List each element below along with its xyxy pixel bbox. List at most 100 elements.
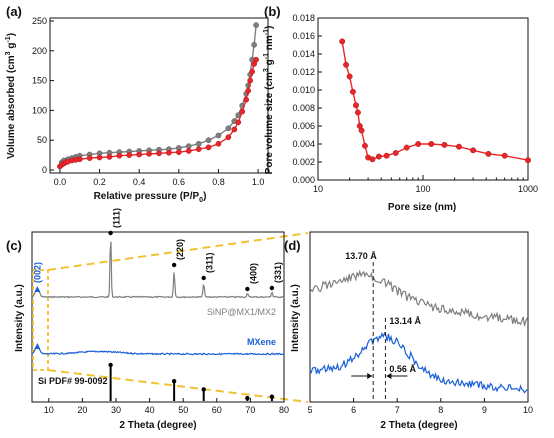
panel-a-x-ticks: 0.0 0.2 0.4 0.6 0.8 1.0 xyxy=(54,169,265,187)
series-point-1 xyxy=(195,146,202,153)
series-point-1 xyxy=(253,56,259,63)
si-peak-marker xyxy=(108,230,113,236)
panel-d-ylabel: Intensity (a.u.) xyxy=(290,284,301,352)
panel-a-y-ticks: 0 50 100 150 200 250 xyxy=(32,16,54,175)
x-tick-label: 30 xyxy=(111,405,121,415)
series-point-1 xyxy=(175,149,182,155)
y-tick-label: 0 xyxy=(42,165,47,175)
pdf-stick-cap xyxy=(171,379,177,384)
series-point-1 xyxy=(231,126,238,133)
x-tick-label: 6 xyxy=(351,405,356,415)
y-tick-label: 0.006 xyxy=(292,121,315,131)
peak-label: (111) xyxy=(112,208,122,228)
panel-b-xlabel: Pore size (nm) xyxy=(388,202,456,213)
series-point-1 xyxy=(136,151,143,158)
y-tick-label: 0.012 xyxy=(292,67,315,77)
x-tick-label: 50 xyxy=(178,405,188,415)
series-point-0 xyxy=(403,144,410,151)
series-point-1 xyxy=(156,150,162,157)
series-point-1 xyxy=(249,68,255,75)
sinp-mx-trace-zoom xyxy=(309,269,528,326)
x-tick-label: 9 xyxy=(482,405,487,415)
y-tick-label: 0.016 xyxy=(292,31,315,41)
series-point-1 xyxy=(76,156,83,163)
series-point-1 xyxy=(235,119,242,126)
series-point-1 xyxy=(185,148,192,154)
series-point-1 xyxy=(146,151,152,157)
series-point-0 xyxy=(205,137,212,144)
mxene-peak-marker xyxy=(34,343,41,349)
si-peak-marker xyxy=(269,285,275,291)
series-point-1 xyxy=(247,77,254,84)
series-point-0 xyxy=(375,153,382,160)
y-tick-label: 250 xyxy=(32,16,47,26)
x-tick-label: 0.4 xyxy=(133,177,146,187)
mxene-trace xyxy=(31,346,285,356)
panel-d-frame xyxy=(309,231,529,403)
series-point-0 xyxy=(392,150,399,156)
series-point-0 xyxy=(215,132,222,139)
peak-label: (331) xyxy=(273,262,283,283)
x-tick-label: 8 xyxy=(438,405,443,415)
x-tick-label: 7 xyxy=(395,405,400,415)
panel-label-c: (c) xyxy=(6,238,22,253)
series-point-1 xyxy=(225,134,232,141)
series-point-1 xyxy=(86,155,93,161)
series-point-0 xyxy=(358,127,365,134)
panel-d-annotations: 13.70 Å 13.14 Å 0.56 Å xyxy=(345,251,421,400)
x-tick-label: 0.8 xyxy=(212,177,225,187)
panel-c-xrd: 10 20 30 40 50 60 70 80 (002) (111) (220) (311) (40… xyxy=(14,208,289,431)
x-tick-label: 1.0 xyxy=(252,177,265,187)
panel-c-pdf-sticks xyxy=(108,362,275,401)
y-tick-label: 200 xyxy=(32,46,47,56)
series-point-0 xyxy=(362,142,368,149)
x-tick-label: 10 xyxy=(313,184,323,194)
x-tick-label: 5 xyxy=(307,405,312,415)
y-tick-label: 0.008 xyxy=(292,103,315,113)
series-point-0 xyxy=(501,152,508,159)
series-point-0 xyxy=(485,150,492,157)
mxene-peak-marker xyxy=(34,286,41,292)
series-point-1 xyxy=(96,154,103,161)
x-tick-label: 20 xyxy=(77,405,87,415)
series-point-0 xyxy=(346,73,353,80)
series-point-0 xyxy=(251,41,257,48)
y-tick-label: 0.010 xyxy=(292,85,315,95)
pdf-stick-cap xyxy=(201,387,206,392)
series-point-0 xyxy=(253,22,259,29)
arrow-right-head xyxy=(386,373,392,379)
series-point-0 xyxy=(525,157,531,164)
legend-mxene: MXene xyxy=(247,337,276,347)
x-tick-label: 100 xyxy=(415,184,430,194)
series-point-0 xyxy=(225,125,232,132)
series-point-1 xyxy=(205,144,212,151)
x-tick-label: 0.6 xyxy=(173,177,186,187)
x-tick-label: 80 xyxy=(279,405,289,415)
pdf-stick-cap xyxy=(269,394,275,399)
panel-c-series xyxy=(31,241,285,356)
arrow-left-head xyxy=(367,373,373,379)
panel-d-xlabel: 2 Theta (degree) xyxy=(380,420,457,431)
panel-b-frame xyxy=(317,17,529,181)
x-tick-label: 0.0 xyxy=(54,177,67,187)
series-point-0 xyxy=(343,61,350,68)
annotation-13-70: 13.70 Å xyxy=(345,251,377,261)
panel-b-y-ticks: 0.000 0.002 0.004 0.006 0.008 0.010 0.012 0.014… xyxy=(292,13,322,185)
x-tick-label: 40 xyxy=(145,405,155,415)
x-tick-label: 10 xyxy=(44,405,54,415)
pdf-stick-cap xyxy=(108,362,113,368)
panel-c-ylabel: Intensity (a.u.) xyxy=(14,284,25,352)
y-tick-label: 100 xyxy=(32,105,47,115)
series-point-1 xyxy=(166,149,172,156)
sinp-mx-trace xyxy=(31,241,285,299)
peak-label: (400) xyxy=(248,263,258,284)
panel-label-d: (d) xyxy=(284,238,301,253)
panel-a-frame xyxy=(49,17,269,174)
legend-si-pdf: Si PDF# 99-0092 xyxy=(38,376,108,386)
y-tick-label: 0.002 xyxy=(292,157,315,167)
series-point-0 xyxy=(195,140,202,147)
panel-label-b: (b) xyxy=(264,4,281,19)
y-tick-label: 150 xyxy=(32,76,47,86)
panel-c-zoom-box xyxy=(32,269,49,371)
